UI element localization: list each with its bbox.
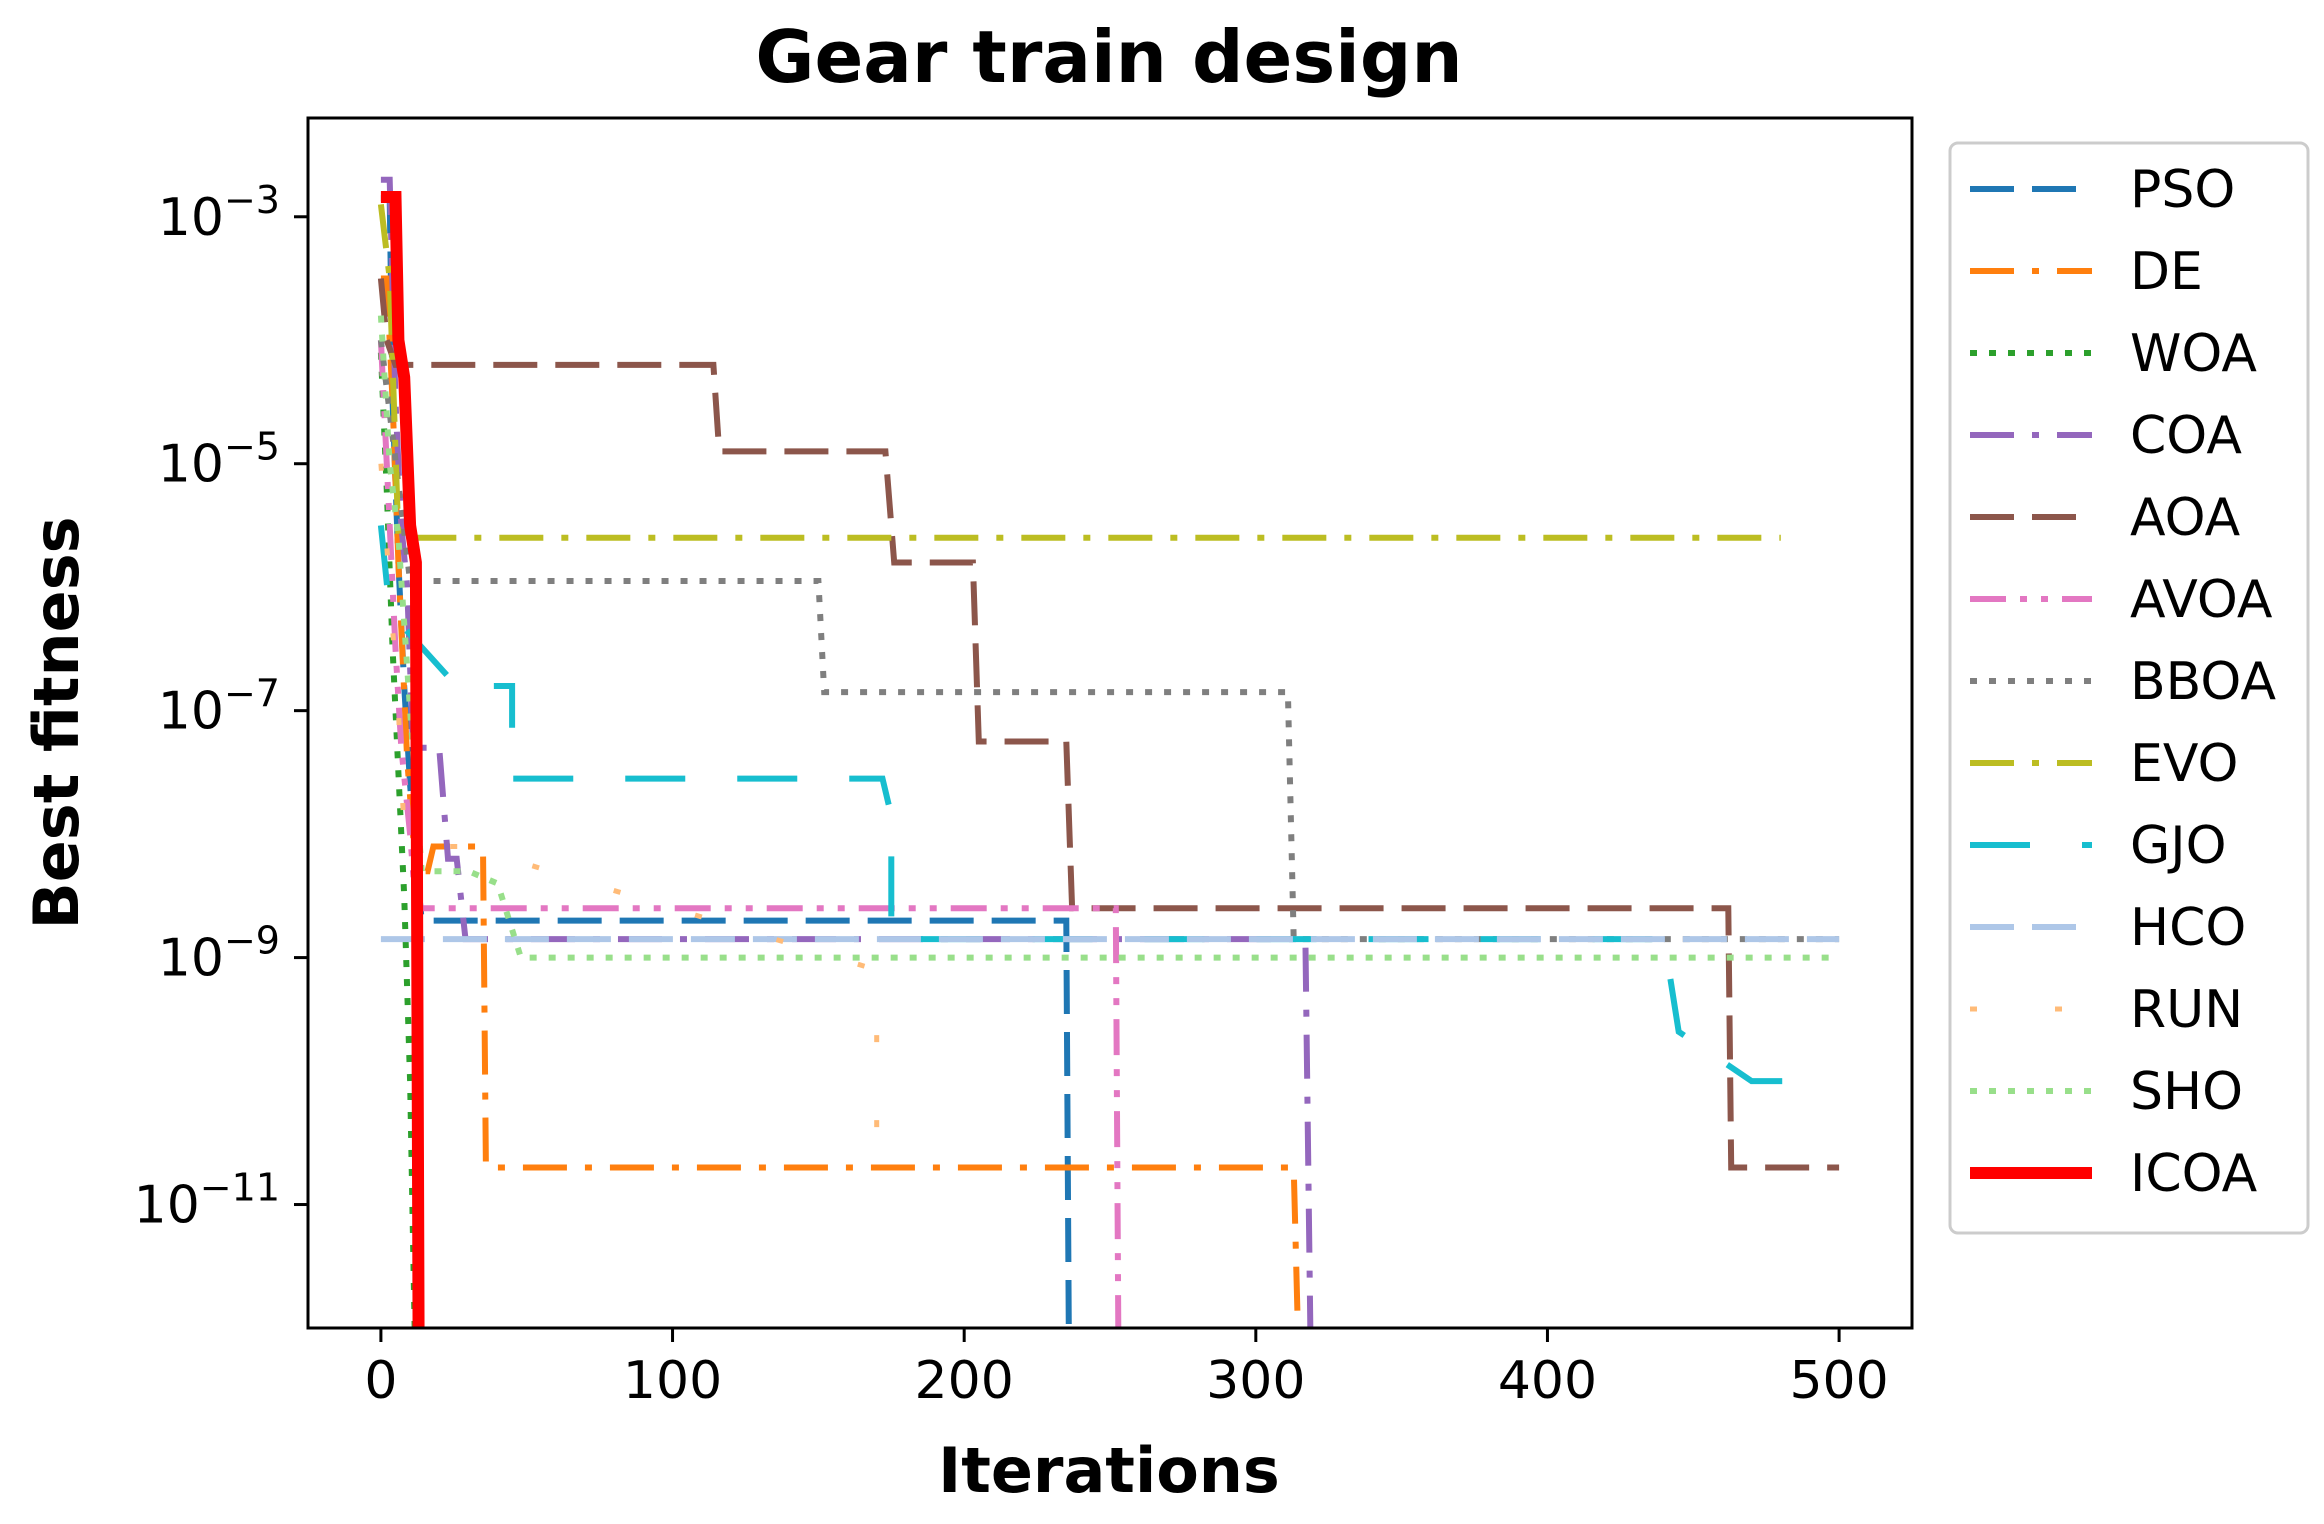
series-line-avoa [377,340,1122,1328]
legend-item-pso: PSO [1970,160,2235,220]
legend-item-avoa: AVOA [1970,570,2273,630]
legend-label: AVOA [2130,570,2273,630]
legend-label: DE [2130,242,2203,302]
legend: PSO DE WOA COA AOA AVOA BBOA EVO GJO HCO RUN SHO ICO… [1948,141,2310,1235]
chart-title: Gear train design [755,15,1462,99]
y-axis: 10−3 10−5 10−7 10−9 10−11 [134,178,308,1236]
legend-label: AOA [2130,488,2241,548]
x-axis: 0 100 200 300 400 500 [364,1328,1889,1411]
series-layer [377,176,1840,1328]
x-axis-label: Iterations [938,1434,1280,1507]
legend-label: WOA [2130,324,2257,384]
x-tick-label: 300 [1206,1351,1305,1411]
plot-area-frame [306,116,1914,1330]
legend-item-evo: EVO [1970,734,2238,794]
legend-item-woa: WOA [1970,324,2257,384]
legend-item-run: RUN [1970,980,2243,1040]
legend-label: COA [2130,406,2242,466]
legend-item-icoa: ICOA [1970,1144,2258,1204]
legend-item-sho: SHO [1970,1062,2243,1122]
series-line-aoa [377,278,1840,1171]
x-tick-label: 100 [623,1351,722,1411]
legend-item-de: DE [1970,242,2203,302]
y-tick-label: 10−9 [158,919,280,989]
series-line-bboa [377,339,1840,943]
legend-label: GJO [2130,816,2227,876]
series-line-icoa [380,191,425,1328]
legend-item-hco: HCO [1970,898,2246,958]
y-axis-label: Best fitness [20,516,93,929]
legend-box [1948,141,2310,1235]
series-line-woa [377,352,418,1328]
legend-label: PSO [2130,160,2235,220]
y-tick-label: 10−11 [134,1166,280,1236]
y-tick-label: 10−5 [158,425,280,495]
legend-label: RUN [2130,980,2243,1040]
legend-label: EVO [2130,734,2238,794]
y-tick-label: 10−7 [158,672,280,742]
x-tick-label: 0 [364,1351,397,1411]
x-tick-label: 400 [1498,1351,1597,1411]
legend-item-coa: COA [1970,406,2242,466]
legend-label: BBOA [2130,652,2276,712]
legend-item-bboa: BBOA [1970,652,2276,712]
legend-label: SHO [2130,1062,2243,1122]
y-tick-label: 10−3 [158,178,280,248]
legend-item-aoa: AOA [1970,488,2241,548]
x-tick-label: 500 [1789,1351,1888,1411]
legend-item-gjo: GJO [1970,816,2227,876]
legend-label: ICOA [2130,1144,2258,1204]
x-tick-label: 200 [915,1351,1014,1411]
series-line-gjo [377,525,1796,1085]
legend-label: HCO [2130,898,2246,958]
